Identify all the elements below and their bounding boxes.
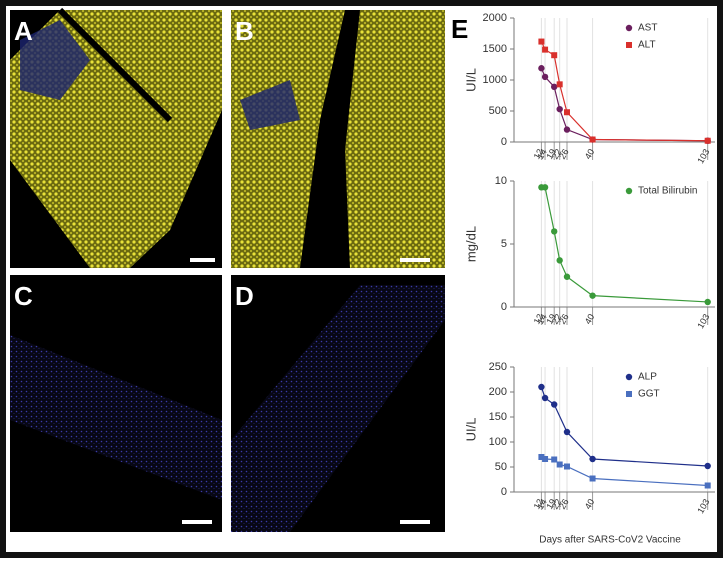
x-tick-label: 40 xyxy=(583,497,597,511)
x-tick-label: 26 xyxy=(557,147,571,161)
y-tick-label: 1000 xyxy=(483,74,507,86)
marker xyxy=(563,463,570,470)
panel-label: C xyxy=(14,281,33,311)
x-tick-label: 19 xyxy=(544,147,558,161)
marker xyxy=(556,461,563,468)
x-tick-label: 14 xyxy=(535,497,549,511)
legend-label: Total Bilirubin xyxy=(638,186,697,197)
marker xyxy=(556,81,563,88)
x-tick-label: 19 xyxy=(544,497,558,511)
x-tick-label: 12 xyxy=(532,497,546,511)
marker xyxy=(542,456,549,462)
legend-swatch xyxy=(625,187,633,195)
x-tick-label: 14 xyxy=(535,312,549,326)
y-axis-title: UI/L xyxy=(463,68,478,92)
marker xyxy=(541,184,549,191)
crack xyxy=(57,7,173,123)
y-tick-label: 2000 xyxy=(483,12,507,24)
tissue xyxy=(231,10,345,268)
y-axis-title: mg/dL xyxy=(463,226,478,262)
x-tick-label: 40 xyxy=(583,147,597,161)
marker xyxy=(551,456,558,463)
legend-label: ALP xyxy=(638,372,657,383)
marker xyxy=(551,52,558,59)
legend-swatch xyxy=(625,373,633,381)
marker xyxy=(538,38,545,45)
legend-label: ALT xyxy=(638,40,656,51)
x-axis-title: Days after SARS-CoV2 Vaccine xyxy=(539,535,681,546)
y-tick-label: 250 xyxy=(489,361,507,373)
y-tick-label: 0 xyxy=(501,486,507,498)
y-tick-label: 10 xyxy=(495,175,507,187)
panel-label: B xyxy=(235,16,254,46)
y-tick-label: 50 xyxy=(495,461,507,473)
marker xyxy=(589,475,596,482)
marker xyxy=(704,462,711,470)
y-tick-label: 5 xyxy=(501,238,507,250)
x-tick-label: 19 xyxy=(544,312,558,326)
legend-label: GGT xyxy=(638,389,660,400)
y-tick-label: 0 xyxy=(501,301,507,313)
y-tick-label: 500 xyxy=(489,105,507,117)
x-tick-label: 14 xyxy=(535,147,549,161)
x-tick-label: 26 xyxy=(557,312,571,326)
x-tick-label: 22 xyxy=(550,147,564,161)
marker xyxy=(538,65,545,72)
x-tick-label: 26 xyxy=(557,497,571,511)
tissue xyxy=(231,285,445,532)
marker xyxy=(704,137,711,144)
marker xyxy=(704,298,711,306)
legend-swatch xyxy=(626,42,632,48)
marker xyxy=(563,428,571,436)
tissue xyxy=(20,20,90,100)
marker xyxy=(589,455,596,463)
x-tick-label: 22 xyxy=(550,497,564,511)
marker xyxy=(551,83,558,91)
marker xyxy=(563,109,570,116)
y-tick-label: 1500 xyxy=(483,43,507,55)
y-tick-label: 0 xyxy=(501,136,507,148)
panel-label: D xyxy=(235,281,254,311)
marker xyxy=(563,126,571,133)
legend-swatch xyxy=(625,24,633,32)
y-tick-label: 200 xyxy=(489,386,507,398)
marker xyxy=(589,136,596,143)
tissue xyxy=(240,80,300,130)
panel-label: E xyxy=(451,14,468,44)
marker xyxy=(551,401,558,408)
marker xyxy=(551,228,558,235)
marker xyxy=(556,105,563,113)
legend-label: AST xyxy=(638,23,657,34)
x-tick-label: 22 xyxy=(550,312,564,326)
marker xyxy=(538,383,545,391)
marker xyxy=(538,454,545,460)
y-axis-title: UI/L xyxy=(463,418,478,442)
x-tick-label: 12 xyxy=(532,147,546,161)
marker xyxy=(704,482,711,489)
tissue xyxy=(345,10,445,268)
marker xyxy=(542,46,549,53)
marker xyxy=(541,394,549,402)
marker xyxy=(556,257,563,264)
tissue xyxy=(10,335,222,500)
y-tick-label: 100 xyxy=(489,436,507,448)
y-tick-label: 150 xyxy=(489,411,507,423)
x-tick-label: 40 xyxy=(583,312,597,326)
marker xyxy=(563,273,571,280)
legend-swatch xyxy=(626,391,632,397)
marker xyxy=(589,292,596,299)
panel-label: A xyxy=(14,16,33,46)
marker xyxy=(541,73,549,81)
x-tick-label: 12 xyxy=(532,312,546,326)
